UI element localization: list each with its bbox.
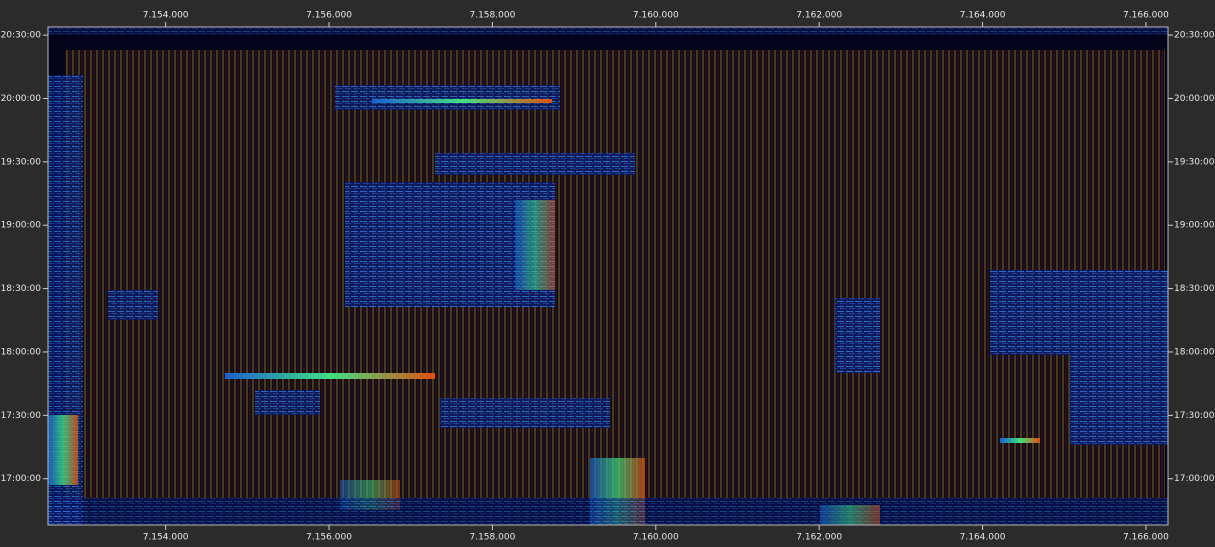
x-tick-label: 7.166.000 (1123, 533, 1169, 543)
signal (225, 373, 435, 379)
signal (835, 298, 880, 373)
x-tick-label: 7.164.000 (960, 11, 1006, 21)
signal (48, 498, 1168, 525)
y-tick-label: 17:00:00 (1174, 474, 1215, 484)
x-tick-label: 7.160.000 (633, 533, 679, 543)
carrier-lines (65, 50, 1165, 498)
x-tick-label: 7.154.000 (143, 533, 189, 543)
signal (1000, 438, 1040, 443)
y-tick-label: 20:30:00 (1174, 31, 1215, 41)
signal (108, 290, 158, 320)
x-tick-label: 7.156.000 (306, 533, 352, 543)
x-tick-label: 7.154.000 (143, 11, 189, 21)
y-tick-label: 20:00:00 (1, 94, 42, 104)
x-tick-label: 7.164.000 (960, 533, 1006, 543)
y-tick-label: 19:30:00 (1, 157, 42, 167)
signal (820, 505, 880, 525)
x-tick-label: 7.162.000 (796, 11, 842, 21)
x-tick-label: 7.158.000 (469, 11, 515, 21)
signal (435, 153, 635, 175)
signal (48, 27, 1168, 35)
signal (1070, 355, 1168, 445)
signal (255, 390, 320, 415)
y-tick-label: 20:00:00 (1174, 94, 1215, 104)
signal (990, 270, 1168, 355)
x-tick-label: 7.162.000 (796, 533, 842, 543)
x-tick-label: 7.156.000 (306, 11, 352, 21)
x-tick-label: 7.158.000 (469, 533, 515, 543)
signal (515, 200, 555, 290)
y-tick-label: 19:30:00 (1174, 157, 1215, 167)
y-tick-label: 17:00:00 (1, 474, 42, 484)
y-tick-label: 18:00:00 (1, 347, 42, 357)
y-tick-label: 19:00:00 (1174, 221, 1215, 231)
y-tick-label: 18:00:00 (1174, 347, 1215, 357)
x-tick-label: 7.166.000 (1123, 11, 1169, 21)
y-tick-label: 17:30:00 (1, 411, 42, 421)
plot-area (47, 26, 1169, 526)
y-tick-label: 18:30:00 (1174, 284, 1215, 294)
y-tick-label: 19:00:00 (1, 221, 42, 231)
signal (440, 398, 610, 428)
plot-border (47, 26, 1169, 526)
y-tick-label: 18:30:00 (1, 284, 42, 294)
y-tick-label: 20:30:00 (1, 31, 42, 41)
signal (335, 85, 560, 110)
signal (372, 99, 552, 103)
x-tick-label: 7.160.000 (633, 11, 679, 21)
signal (48, 415, 78, 485)
y-tick-label: 17:30:00 (1174, 411, 1215, 421)
